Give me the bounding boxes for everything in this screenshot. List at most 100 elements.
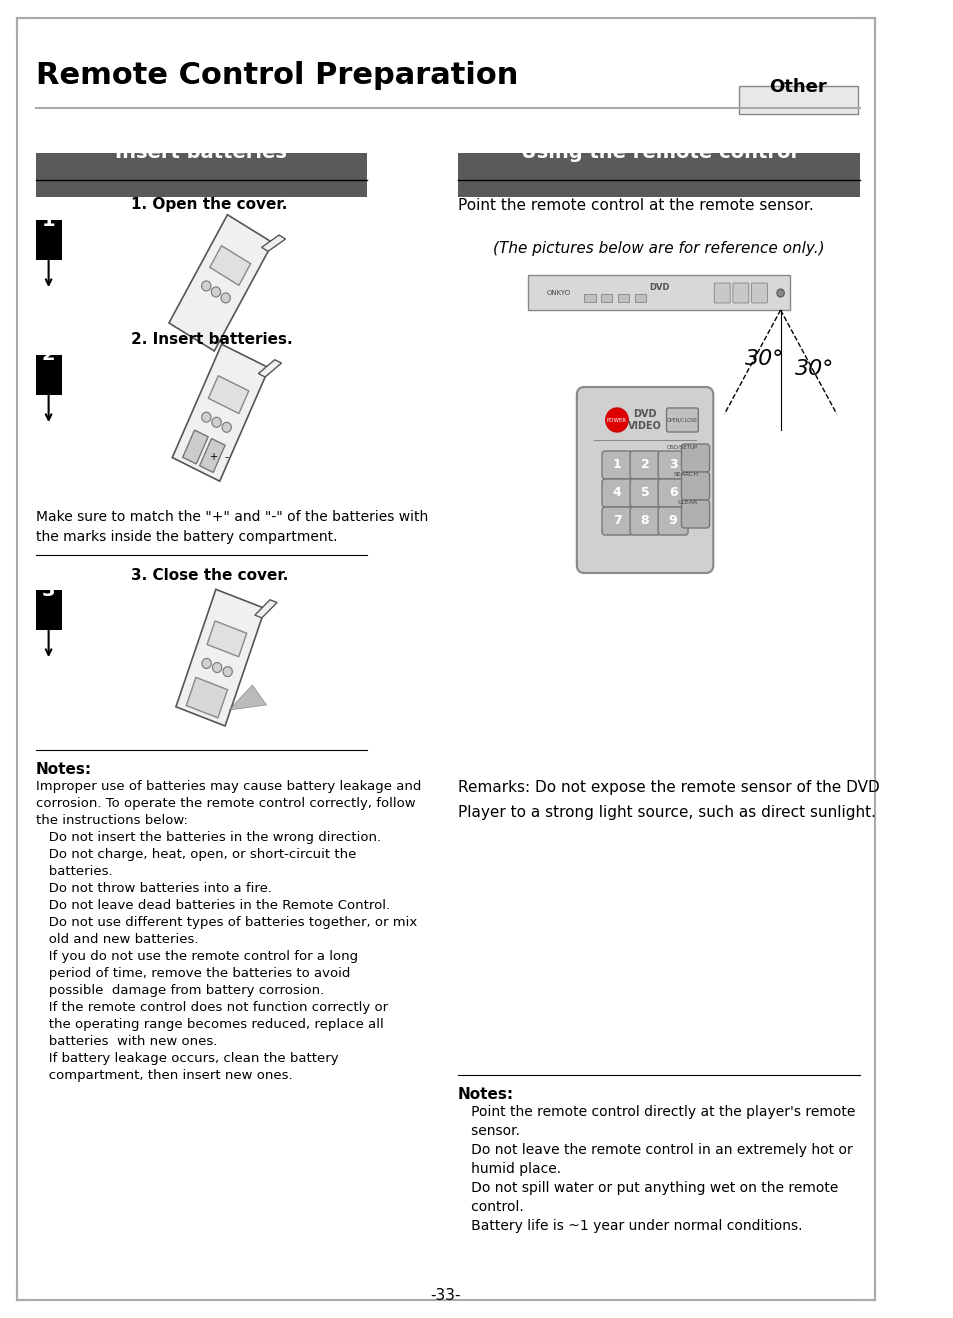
- Text: 2: 2: [640, 459, 649, 472]
- Circle shape: [212, 418, 221, 427]
- Text: Do not spill water or put anything wet on the remote: Do not spill water or put anything wet o…: [457, 1181, 838, 1195]
- Text: batteries.: batteries.: [35, 865, 112, 878]
- Text: period of time, remove the batteries to avoid: period of time, remove the batteries to …: [35, 967, 350, 981]
- Text: OSD/SETUP: OSD/SETUP: [666, 444, 698, 449]
- Text: possible  damage from battery corrosion.: possible damage from battery corrosion.: [35, 985, 323, 996]
- FancyBboxPatch shape: [528, 275, 789, 310]
- FancyBboxPatch shape: [35, 153, 367, 196]
- Circle shape: [201, 413, 211, 422]
- Polygon shape: [261, 235, 285, 252]
- Polygon shape: [183, 430, 208, 464]
- FancyBboxPatch shape: [732, 283, 748, 303]
- Text: Make sure to match the "+" and "-" of the batteries with
the marks inside the ba: Make sure to match the "+" and "-" of th…: [35, 510, 427, 543]
- FancyBboxPatch shape: [629, 451, 659, 478]
- FancyBboxPatch shape: [17, 18, 874, 1300]
- Text: OPEN/CLOSE: OPEN/CLOSE: [666, 418, 698, 423]
- FancyBboxPatch shape: [680, 444, 709, 472]
- FancyBboxPatch shape: [601, 478, 631, 507]
- Text: 2: 2: [42, 345, 55, 365]
- Circle shape: [223, 667, 233, 676]
- Text: Battery life is ~1 year under normal conditions.: Battery life is ~1 year under normal con…: [457, 1219, 801, 1234]
- Polygon shape: [229, 685, 266, 710]
- Text: Do not leave the remote control in an extremely hot or: Do not leave the remote control in an ex…: [457, 1143, 852, 1157]
- FancyBboxPatch shape: [35, 220, 62, 260]
- Text: 30°: 30°: [794, 358, 833, 380]
- Circle shape: [605, 409, 628, 432]
- Text: 30°: 30°: [744, 349, 783, 369]
- FancyBboxPatch shape: [577, 387, 713, 573]
- Circle shape: [201, 281, 211, 291]
- Text: DVD: DVD: [648, 283, 669, 293]
- Text: If the remote control does not function correctly or: If the remote control does not function …: [35, 1000, 387, 1014]
- Circle shape: [222, 422, 232, 432]
- Text: Do not leave dead batteries in the Remote Control.: Do not leave dead batteries in the Remot…: [35, 899, 389, 912]
- FancyBboxPatch shape: [600, 294, 612, 302]
- Text: 3: 3: [668, 459, 677, 472]
- Text: Using the remote control: Using the remote control: [520, 144, 797, 162]
- Text: Point the remote control at the remote sensor.: Point the remote control at the remote s…: [457, 198, 813, 212]
- Text: Point the remote control directly at the player's remote: Point the remote control directly at the…: [457, 1104, 855, 1119]
- Text: 1: 1: [42, 211, 55, 229]
- Text: control.: control.: [457, 1199, 523, 1214]
- Text: 8: 8: [640, 514, 649, 527]
- Text: If battery leakage occurs, clean the battery: If battery leakage occurs, clean the bat…: [35, 1052, 337, 1065]
- Text: batteries  with new ones.: batteries with new ones.: [35, 1035, 216, 1048]
- Text: 1. Open the cover.: 1. Open the cover.: [131, 198, 287, 212]
- Text: POWER: POWER: [606, 418, 626, 423]
- Text: 2. Insert batteries.: 2. Insert batteries.: [131, 332, 293, 348]
- Text: 4: 4: [612, 486, 620, 500]
- FancyBboxPatch shape: [658, 507, 687, 535]
- Text: ONKYO: ONKYO: [546, 290, 571, 297]
- Circle shape: [202, 659, 211, 668]
- FancyBboxPatch shape: [601, 451, 631, 478]
- FancyBboxPatch shape: [658, 478, 687, 507]
- Text: 7: 7: [612, 514, 620, 527]
- Text: Other: Other: [769, 78, 826, 96]
- Circle shape: [213, 663, 222, 672]
- Text: humid place.: humid place.: [457, 1162, 560, 1176]
- Text: the operating range becomes reduced, replace all: the operating range becomes reduced, rep…: [35, 1017, 383, 1031]
- FancyBboxPatch shape: [680, 500, 709, 529]
- Text: the instructions below:: the instructions below:: [35, 815, 187, 826]
- Polygon shape: [210, 245, 251, 285]
- Text: Do not charge, heat, open, or short-circuit the: Do not charge, heat, open, or short-circ…: [35, 847, 355, 861]
- Text: 6: 6: [668, 486, 677, 500]
- FancyBboxPatch shape: [457, 153, 860, 196]
- Polygon shape: [169, 215, 273, 351]
- Text: 3: 3: [42, 580, 55, 600]
- FancyBboxPatch shape: [751, 283, 767, 303]
- FancyBboxPatch shape: [634, 294, 645, 302]
- Circle shape: [221, 293, 230, 303]
- FancyBboxPatch shape: [658, 451, 687, 478]
- FancyBboxPatch shape: [738, 86, 858, 113]
- FancyBboxPatch shape: [666, 409, 698, 432]
- Polygon shape: [254, 600, 276, 618]
- Text: CLEAR: CLEAR: [678, 501, 698, 506]
- Circle shape: [211, 287, 220, 297]
- Text: Do not throw batteries into a fire.: Do not throw batteries into a fire.: [35, 882, 272, 895]
- FancyBboxPatch shape: [714, 283, 729, 303]
- Text: 9: 9: [668, 514, 677, 527]
- Text: Do not insert the batteries in the wrong direction.: Do not insert the batteries in the wrong…: [35, 832, 380, 844]
- Text: compartment, then insert new ones.: compartment, then insert new ones.: [35, 1069, 292, 1082]
- Polygon shape: [208, 376, 249, 414]
- Polygon shape: [172, 344, 269, 481]
- Text: old and new batteries.: old and new batteries.: [35, 933, 198, 946]
- FancyBboxPatch shape: [583, 294, 595, 302]
- FancyBboxPatch shape: [35, 355, 62, 395]
- FancyBboxPatch shape: [680, 472, 709, 500]
- Polygon shape: [258, 360, 281, 377]
- Text: Notes:: Notes:: [457, 1087, 514, 1102]
- FancyBboxPatch shape: [629, 507, 659, 535]
- Polygon shape: [207, 621, 247, 656]
- Polygon shape: [186, 677, 227, 718]
- Text: Improper use of batteries may cause battery leakage and: Improper use of batteries may cause batt…: [35, 780, 420, 793]
- Text: Remote Control Preparation: Remote Control Preparation: [35, 61, 517, 90]
- Text: +: +: [209, 452, 217, 463]
- FancyBboxPatch shape: [601, 507, 631, 535]
- Text: Notes:: Notes:: [35, 762, 91, 778]
- Text: (The pictures below are for reference only.): (The pictures below are for reference on…: [493, 240, 824, 256]
- Polygon shape: [175, 589, 265, 726]
- Text: sensor.: sensor.: [457, 1124, 519, 1137]
- Text: Insert batteries: Insert batteries: [115, 144, 287, 162]
